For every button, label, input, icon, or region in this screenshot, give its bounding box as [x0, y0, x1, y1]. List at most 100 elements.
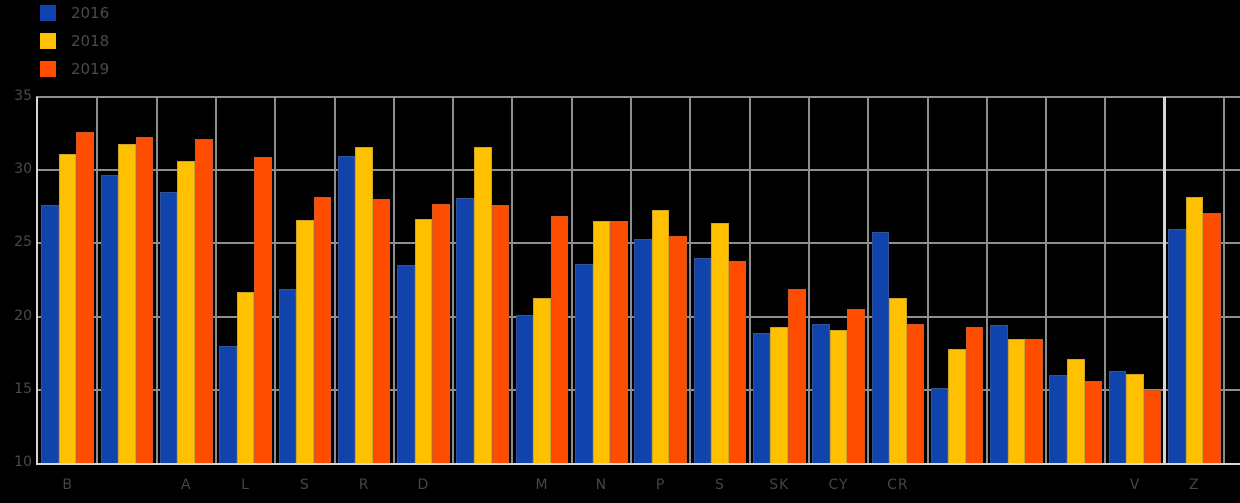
bar-2019-group8 [491, 205, 510, 463]
bar-2019-P [669, 236, 687, 463]
divider-line [1163, 97, 1167, 463]
bar-2018-group16 [948, 348, 966, 463]
bar-2016-group16 [930, 388, 949, 463]
bar-2018-group2 [118, 143, 136, 463]
bar-2019-Z [1203, 212, 1221, 463]
bar-2016-M [515, 315, 534, 463]
h-gridline [36, 96, 1240, 98]
legend-swatch-yellow-icon [40, 33, 56, 49]
bar-2019-D [432, 203, 450, 463]
bar-2018-SK [770, 326, 789, 463]
v-gridline [867, 97, 870, 463]
y-axis-tick-label: 10 [14, 454, 32, 470]
bar-2018-group8 [473, 146, 492, 463]
legend-swatch-blue-icon [40, 5, 56, 21]
x-axis-tick-label: N [595, 477, 608, 493]
bar-2019-M [550, 215, 569, 463]
v-gridline [630, 97, 632, 463]
bar-2019-CR [906, 323, 925, 463]
v-gridline [392, 97, 395, 463]
bar-2018-CR [889, 297, 907, 463]
v-gridline [511, 97, 514, 463]
bar-2018-M [533, 297, 551, 463]
bar-2016-SK [752, 332, 771, 463]
v-gridline [985, 97, 988, 463]
bar-2016-A [159, 192, 178, 463]
y-axis-tick-label: 15 [14, 380, 32, 397]
x-axis-tick-label: D [417, 477, 430, 493]
bar-2016-N [575, 263, 593, 463]
y-axis-line [36, 97, 38, 463]
v-gridline [1045, 97, 1048, 463]
bar-2019-S [728, 260, 747, 463]
bar-2018-D [414, 218, 433, 463]
x-axis-tick-label: M [535, 477, 549, 493]
bar-2016-L [219, 345, 237, 463]
bar-2018-group18 [1066, 359, 1085, 463]
bar-2016-S [693, 258, 712, 463]
h-gridline [36, 169, 1240, 172]
bar-2016-B [41, 205, 59, 463]
v-gridline [333, 97, 336, 463]
bar-2016-V [1108, 370, 1127, 463]
legend-item-2016: 2016 [40, 4, 109, 22]
bar-2016-Z [1168, 228, 1186, 463]
bar-2018-Z [1185, 196, 1204, 463]
v-gridline [926, 97, 929, 463]
bar-2016-D [397, 265, 415, 463]
bar-2016-group17 [990, 325, 1008, 463]
bar-2016-group2 [100, 174, 119, 463]
bar-2019-B [76, 132, 94, 463]
legend-item-2018: 2018 [40, 32, 109, 50]
bar-2018-CY [829, 329, 848, 463]
v-gridline [452, 97, 455, 463]
bar-2019-R [372, 199, 391, 463]
bar-2019-A [195, 139, 213, 463]
v-gridline [1104, 97, 1107, 463]
bar-2018-B [58, 154, 77, 463]
x-axis-tick-label: P [655, 477, 666, 493]
y-axis-tick-label: 35 [14, 88, 32, 104]
x-axis-tick-label: SK [769, 477, 790, 493]
x-axis-tick-label: CY [828, 477, 849, 493]
x-axis-tick-label: V [1129, 477, 1141, 493]
bar-2019-CY [847, 309, 865, 463]
v-gridline [689, 97, 692, 463]
legend-item-2019: 2019 [40, 60, 109, 78]
x-axis-tick-label: B [62, 477, 73, 493]
bar-2018-L [236, 291, 255, 463]
bar-2016-S [278, 288, 297, 463]
bar-2019-SK [788, 288, 806, 463]
bar-2018-R [355, 146, 373, 463]
legend-swatch-orange-icon [40, 61, 56, 77]
bar-2018-P [651, 209, 670, 463]
bar-2019-V [1143, 389, 1162, 463]
bar-2016-group18 [1049, 375, 1067, 463]
v-gridline [214, 97, 217, 463]
v-gridline [570, 97, 573, 463]
bar-2019-group17 [1025, 338, 1043, 463]
legend-label-2019: 2019 [71, 60, 110, 78]
bar-2016-CR [871, 231, 890, 463]
bar-2016-CY [812, 323, 830, 463]
bar-2019-group18 [1084, 381, 1103, 463]
v-gridline [1223, 97, 1225, 463]
bar-2018-S [296, 219, 314, 463]
v-gridline [748, 97, 751, 463]
x-axis-tick-label: CR [887, 477, 909, 493]
x-axis-line [36, 463, 1240, 465]
x-axis-tick-label: Z [1189, 477, 1200, 493]
bar-2019-group16 [965, 326, 984, 463]
legend-label-2018: 2018 [71, 32, 110, 50]
x-axis-tick-label: L [241, 477, 250, 493]
x-axis-tick-label: A [180, 477, 192, 493]
bar-2019-L [254, 157, 272, 463]
bar-2018-N [592, 221, 611, 463]
bar-2019-group2 [135, 136, 154, 463]
y-axis-tick-label: 25 [14, 234, 32, 251]
v-gridline [155, 97, 158, 463]
v-gridline [807, 97, 810, 463]
bar-2018-group17 [1007, 338, 1026, 463]
bar-2019-N [610, 221, 628, 463]
